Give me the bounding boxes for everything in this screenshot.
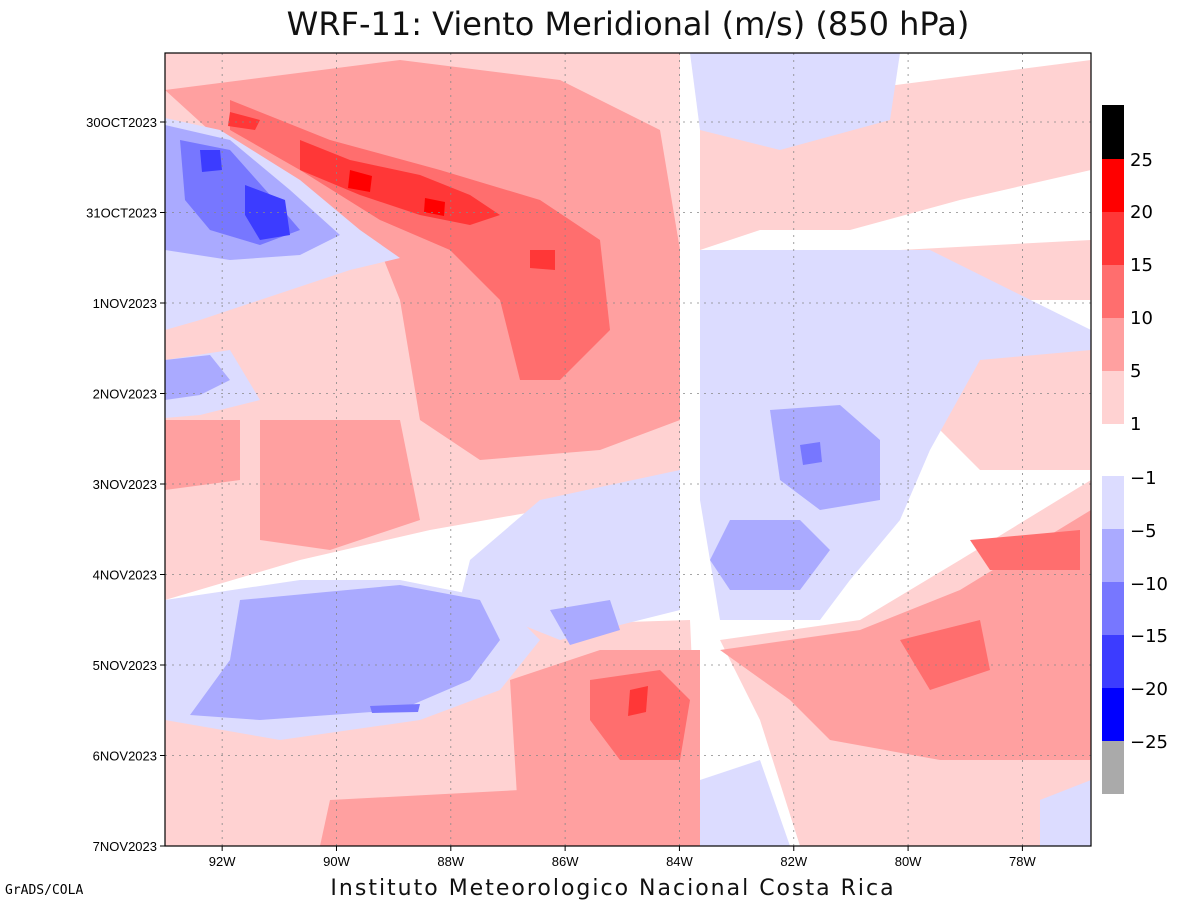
y-tick-label-4NOV2023: 4NOV2023 [93, 568, 157, 583]
wind-contour-region-18 [420, 110, 520, 180]
wind-contour-region-20 [228, 112, 260, 130]
colorbar-swatch-8 [1102, 476, 1124, 529]
x-tick-label-78W: 78W [1009, 854, 1036, 869]
plot-frame [164, 52, 1092, 847]
wind-contour-region-23 [530, 250, 555, 270]
x-axis: 92W 90W 88W 86W 84W 82W 80W 78W [209, 846, 1037, 869]
y-axis: 30OCT2023 31OCT2023 1NOV2023 2NOV2023 3NOV20… [86, 115, 165, 854]
colorbar-swatch-4 [1102, 265, 1124, 318]
wind-contour-region-41 [200, 150, 222, 172]
wind-contour-region-34 [190, 585, 500, 720]
colorbar: 25 20 15 10 5 1 −1 −5 −10 −15 −20 −25 [1102, 105, 1168, 794]
wind-contour-region-37 [710, 520, 830, 590]
wind-contour-region-21 [348, 170, 372, 192]
wind-contour-region-17 [970, 530, 1080, 570]
wind-contour-region-13 [320, 790, 520, 846]
y-tick-label-2NOV2023: 2NOV2023 [93, 387, 157, 402]
colorbar-label-9: −5 [1130, 521, 1157, 542]
colorbar-label-13: −25 [1130, 732, 1168, 753]
colorbar-swatch-3 [1102, 212, 1124, 265]
colorbar-label-5: 10 [1130, 308, 1153, 329]
wind-contour-region-38 [165, 355, 230, 400]
colorbar-swatch-12 [1102, 688, 1124, 741]
wind-contour-region-32 [1040, 780, 1091, 846]
wind-contour-region-42 [800, 442, 822, 465]
wind-contour-region-27 [460, 470, 680, 640]
colorbar-swatch-11 [1102, 635, 1124, 688]
wind-contour-region-9 [260, 420, 420, 550]
x-tick-label-82W: 82W [780, 854, 807, 869]
wind-contour-region-12 [720, 510, 1091, 760]
wind-contour-region-40 [245, 185, 290, 240]
x-tick-label-88W: 88W [437, 854, 464, 869]
colorbar-label-12: −20 [1130, 679, 1168, 700]
y-tick-label-31OCT2023: 31OCT2023 [86, 206, 157, 221]
grid-lines [165, 53, 1091, 846]
colorbar-label-3: 20 [1130, 202, 1153, 223]
colorbar-swatch-9 [1102, 529, 1124, 582]
colorbar-label-11: −15 [1130, 626, 1168, 647]
colorbar-label-2: 25 [1130, 150, 1153, 171]
wind-contour-region-10 [165, 420, 240, 490]
colorbar-swatch-5 [1102, 318, 1124, 371]
wind-contour-region-24 [628, 686, 648, 716]
x-tick-label-84W: 84W [666, 854, 693, 869]
colorbar-label-10: −10 [1130, 574, 1168, 595]
wind-contour-region-16 [900, 620, 990, 690]
y-tick-label-3NOV2023: 3NOV2023 [93, 477, 157, 492]
wind-contour-region-22 [424, 198, 445, 216]
colorbar-label-8: −1 [1130, 468, 1157, 489]
colorbar-swatch-2 [1102, 159, 1124, 212]
chart-title: WRF-11: Viento Meridional (m/s) (850 hPa… [287, 5, 970, 43]
x-tick-label-80W: 80W [895, 854, 922, 869]
colorbar-swatch-6 [1102, 371, 1124, 424]
colorbar-swatch-1 [1102, 105, 1124, 159]
x-tick-label-86W: 86W [552, 854, 579, 869]
grads-credit: GrADS/COLA [5, 883, 83, 898]
y-tick-label-5NOV2023: 5NOV2023 [93, 658, 157, 673]
y-tick-label-1NOV2023: 1NOV2023 [93, 296, 157, 311]
wind-contour-region-19 [300, 140, 500, 225]
y-tick-label-7NOV2023: 7NOV2023 [93, 839, 157, 854]
colorbar-swatch-10 [1102, 582, 1124, 635]
wind-contour-region-15 [590, 670, 690, 760]
wind-contour-region-29 [690, 53, 900, 150]
institution-label: Instituto Meteorologico Nacional Costa R… [330, 876, 895, 900]
colorbar-label-4: 15 [1130, 255, 1153, 276]
wind-contour-region-35 [550, 600, 620, 645]
wind-contour-region-31 [700, 760, 790, 846]
wind-contour-region-43 [370, 704, 420, 713]
colorbar-label-6: 5 [1130, 361, 1141, 382]
y-tick-label-30OCT2023: 30OCT2023 [86, 115, 157, 130]
colorbar-label-7: 1 [1130, 414, 1141, 435]
colorbar-swatch-13 [1102, 741, 1124, 794]
wind-field [165, 53, 1091, 846]
x-tick-label-92W: 92W [209, 854, 236, 869]
y-tick-label-6NOV2023: 6NOV2023 [93, 749, 157, 764]
x-tick-label-90W: 90W [323, 854, 350, 869]
